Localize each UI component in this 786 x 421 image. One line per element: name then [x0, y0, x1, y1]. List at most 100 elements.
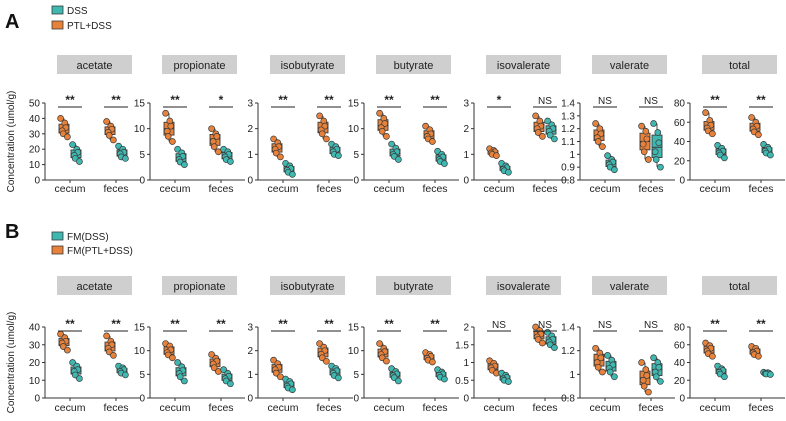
- data-point-dss: [505, 168, 512, 176]
- data-point-dss: [335, 374, 342, 382]
- subplot-title-box: [162, 276, 237, 295]
- significance-label: **: [756, 93, 766, 107]
- data-point-ptl: [316, 112, 323, 120]
- data-point-ptl: [599, 368, 606, 376]
- y-tick-label: 10: [134, 124, 146, 135]
- data-point-ptl: [643, 135, 651, 143]
- subplot-title-box: [57, 55, 132, 74]
- x-tick-label: feces: [638, 402, 663, 414]
- data-point-ptl: [534, 336, 542, 343]
- y-tick-label: 0.5: [455, 376, 469, 387]
- y-axis-label: Concentration (umol/g): [6, 312, 17, 414]
- subplot-title-box: [162, 55, 237, 74]
- y-tick-label: 1: [463, 358, 469, 369]
- legend-label: DSS: [67, 6, 88, 17]
- data-point-ptl: [702, 109, 709, 116]
- x-tick-label: feces: [422, 183, 447, 195]
- significance-label: **: [111, 317, 121, 331]
- y-tick-label: 1.2: [561, 346, 575, 357]
- y-tick-label: 1: [463, 150, 469, 161]
- data-point-ptl: [755, 352, 762, 360]
- x-tick-label: feces: [103, 402, 128, 414]
- y-tick-label: 2: [247, 346, 253, 357]
- x-tick-label: cecum: [374, 402, 405, 414]
- legend-swatch: [51, 5, 64, 15]
- y-tick-label: 1.4: [561, 99, 575, 110]
- data-point-ptl: [429, 138, 436, 145]
- data-point-dss: [652, 156, 660, 163]
- data-point-ptl: [378, 127, 386, 135]
- subplot-title-box: [592, 55, 667, 74]
- subplot-title: valerate: [610, 60, 649, 72]
- data-point-ptl: [323, 135, 330, 143]
- data-point-ptl: [597, 354, 605, 362]
- data-point-dss: [611, 373, 618, 381]
- subplot-title: butyrate: [394, 281, 434, 293]
- subplot-title-box: [702, 55, 777, 74]
- data-point-dss: [441, 375, 448, 383]
- data-point-ptl: [376, 340, 383, 347]
- data-point-ptl: [376, 109, 383, 117]
- significance-label: *: [497, 93, 502, 107]
- subplot-propionate: propionate 0 5 10 15 cecum ** feces *: [134, 55, 245, 195]
- data-point-ptl: [422, 122, 429, 130]
- y-tick-label: 1: [247, 370, 253, 381]
- y-tick-label: 10: [29, 160, 41, 171]
- data-point-dss: [651, 148, 659, 156]
- significance-label: NS: [598, 96, 612, 107]
- subplot-isobutyrate: isobutyrate 0 1 2 3 cecum ** feces **: [247, 55, 353, 195]
- data-point-ptl: [59, 343, 67, 350]
- x-tick-label: cecum: [590, 183, 621, 195]
- data-point-dss: [395, 377, 402, 385]
- data-point-ptl: [642, 366, 650, 373]
- data-point-ptl: [208, 125, 215, 133]
- data-point-dss: [655, 363, 663, 371]
- y-tick-label: 0: [353, 176, 359, 187]
- x-tick-label: cecum: [700, 183, 731, 195]
- panel-letter: B: [5, 221, 19, 243]
- data-point-dss: [181, 377, 188, 385]
- subplot-title: acetate: [76, 281, 112, 293]
- y-tick-label: 0: [679, 176, 685, 187]
- x-tick-label: feces: [208, 402, 233, 414]
- significance-label: **: [384, 317, 394, 331]
- y-tick-label: 40: [29, 114, 41, 125]
- data-point-ptl: [318, 354, 326, 362]
- data-point-dss: [76, 375, 83, 382]
- data-point-dss: [176, 373, 184, 381]
- significance-label: **: [324, 317, 334, 331]
- data-point-dss: [551, 344, 558, 351]
- legend-label: PTL+DSS: [67, 21, 112, 32]
- data-point-dss: [227, 380, 234, 388]
- y-tick-label: 50: [29, 99, 41, 110]
- y-tick-label: 1.4: [561, 323, 575, 334]
- data-point-dss: [767, 151, 774, 159]
- data-point-ptl: [215, 148, 222, 156]
- significance-label: NS: [538, 320, 552, 331]
- y-tick-label: 30: [29, 340, 41, 351]
- data-point-dss: [76, 158, 83, 165]
- legend-swatch: [51, 245, 64, 255]
- data-point-dss: [546, 131, 554, 139]
- data-point-ptl: [169, 354, 176, 362]
- data-point-dss: [227, 158, 234, 165]
- subplot-butyrate: butyrate 0 5 10 15 cecum ** feces **: [348, 55, 459, 195]
- data-point-ptl: [532, 323, 539, 331]
- y-tick-label: 3: [463, 99, 469, 110]
- data-point-ptl: [270, 135, 277, 143]
- data-point-ptl: [164, 133, 172, 140]
- data-point-dss: [388, 140, 395, 148]
- data-point-ptl: [110, 136, 117, 144]
- subplot-title-box: [486, 55, 561, 74]
- y-tick-label: 0: [463, 176, 469, 187]
- legend-label: FM(DSS): [67, 232, 109, 243]
- data-point-dss: [654, 129, 662, 136]
- data-point-dss: [174, 359, 181, 366]
- x-tick-label: cecum: [268, 402, 299, 414]
- subplot-acetate: acetate 0 10 20 30 40 50 cecum ** feces **: [29, 55, 140, 195]
- significance-label: *: [219, 93, 224, 107]
- data-point-ptl: [709, 130, 716, 138]
- significance-label: **: [710, 93, 720, 107]
- y-tick-label: 40: [674, 358, 686, 369]
